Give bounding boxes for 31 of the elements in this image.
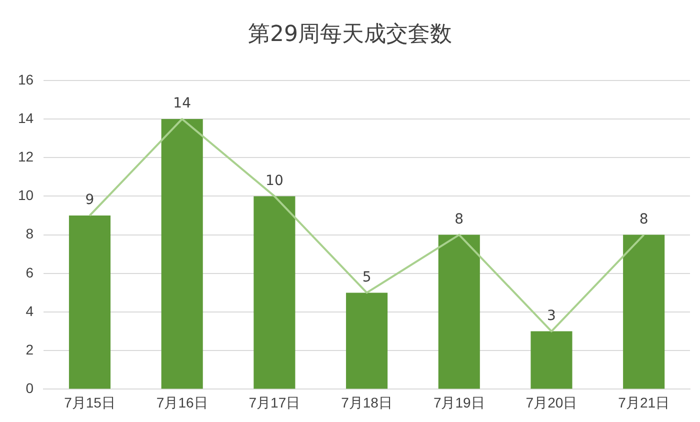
chart-title: 第29周每天成交套数 (247, 21, 453, 49)
y-tick-label: 16 (18, 71, 34, 88)
data-label: 8 (454, 211, 464, 228)
x-tick-label: 7月16日 (156, 394, 208, 410)
x-tick-label: 7月19日 (433, 394, 485, 410)
y-tick-label: 14 (18, 110, 34, 126)
data-label: 10 (266, 172, 284, 189)
data-label: 8 (639, 211, 648, 228)
y-tick-label: 6 (26, 264, 34, 280)
data-label: 9 (85, 192, 94, 208)
y-tick-label: 8 (26, 226, 34, 242)
x-tick-label: 7月18日 (341, 394, 392, 410)
bar (254, 196, 296, 389)
y-tick-label: 10 (18, 187, 34, 204)
bar (438, 234, 480, 389)
x-tick-label: 7月17日 (248, 394, 300, 410)
y-tick-label: 4 (26, 302, 34, 319)
bar (530, 331, 572, 389)
y-tick-label: 0 (26, 380, 34, 396)
x-tick-label: 7月21日 (618, 394, 670, 410)
bar (161, 119, 203, 389)
y-tick-label: 2 (26, 341, 34, 358)
data-label: 14 (173, 96, 192, 112)
x-tick-label: 7月20日 (526, 394, 578, 410)
x-tick-label: 7月15日 (64, 394, 116, 410)
y-tick-label: 12 (18, 148, 34, 164)
bar (68, 216, 111, 389)
data-label: 5 (362, 269, 372, 286)
bar (346, 292, 388, 389)
data-label: 3 (547, 308, 556, 324)
bar (623, 234, 665, 389)
